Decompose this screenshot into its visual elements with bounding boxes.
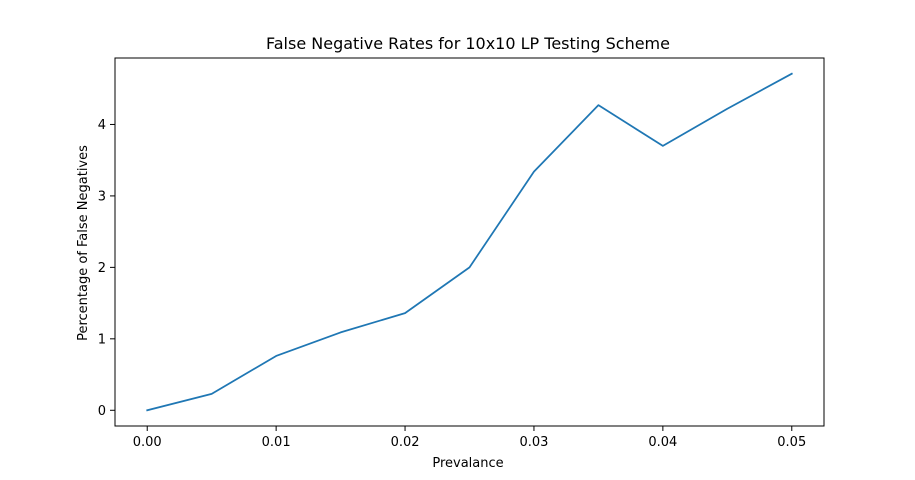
data-point xyxy=(533,170,535,172)
data-point xyxy=(597,104,599,106)
x-axis-label: Prevalance xyxy=(432,456,503,471)
y-tick-label: 1 xyxy=(98,332,106,347)
x-tick-label: 0.05 xyxy=(777,435,806,450)
chart-title: False Negative Rates for 10x10 LP Testin… xyxy=(266,34,670,53)
data-point xyxy=(662,145,664,147)
y-tick-label: 2 xyxy=(98,261,106,276)
x-tick-label: 0.03 xyxy=(519,435,548,450)
data-point xyxy=(146,409,148,411)
y-tick-label: 4 xyxy=(98,118,106,133)
x-tick-label: 0.01 xyxy=(262,435,291,450)
data-point xyxy=(791,73,793,75)
x-tick-label: 0.02 xyxy=(391,435,420,450)
data-point xyxy=(468,266,470,268)
data-point xyxy=(726,108,728,110)
x-tick-label: 0.00 xyxy=(133,435,162,450)
plot-area: 0.00 0.01 0.02 0.03 0.04 0.05 0 1 2 3 4 xyxy=(98,57,825,450)
plot-frame xyxy=(114,57,825,427)
series-line-0 xyxy=(146,72,793,412)
y-tick-label: 0 xyxy=(98,404,106,419)
data-point xyxy=(339,331,341,333)
data-point xyxy=(275,355,277,357)
data-point xyxy=(210,393,212,395)
y-axis-label: Percentage of False Negatives xyxy=(76,145,91,341)
data-point xyxy=(404,312,406,314)
x-tick-label: 0.04 xyxy=(648,435,677,450)
y-tick-label: 3 xyxy=(98,189,106,204)
